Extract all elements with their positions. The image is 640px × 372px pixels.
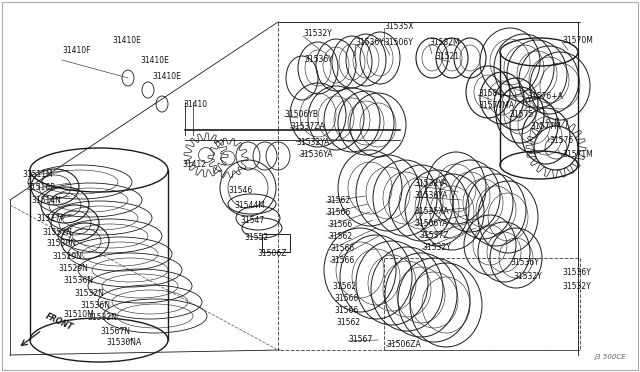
Text: 31510M: 31510M bbox=[63, 310, 93, 319]
Text: 31511M: 31511M bbox=[22, 170, 52, 179]
Text: 31544M: 31544M bbox=[234, 201, 265, 210]
Text: 31410E: 31410E bbox=[140, 56, 169, 65]
Text: 31532Y: 31532Y bbox=[303, 29, 332, 38]
Text: 31529N: 31529N bbox=[52, 252, 82, 261]
Text: 31562: 31562 bbox=[326, 196, 350, 205]
Text: 31530N: 31530N bbox=[46, 239, 76, 248]
Text: 31571M: 31571M bbox=[562, 150, 593, 159]
Text: 31576: 31576 bbox=[549, 136, 573, 145]
Text: 31514N: 31514N bbox=[31, 196, 61, 205]
Text: 31537ZA: 31537ZA bbox=[290, 122, 324, 131]
Text: 31536YA: 31536YA bbox=[299, 150, 333, 159]
Text: 31529N: 31529N bbox=[58, 264, 88, 273]
Text: 31566: 31566 bbox=[334, 294, 358, 303]
Text: 31582M: 31582M bbox=[429, 38, 460, 47]
Text: 31536N: 31536N bbox=[63, 276, 93, 285]
Text: 31584: 31584 bbox=[478, 89, 502, 98]
Text: 31532N: 31532N bbox=[74, 289, 104, 298]
Bar bbox=[384, 258, 580, 350]
Text: 31536Y: 31536Y bbox=[304, 55, 333, 64]
Text: 31506ZA: 31506ZA bbox=[386, 340, 420, 349]
Bar bbox=[262, 234, 290, 252]
Text: 31506YB: 31506YB bbox=[284, 110, 318, 119]
Text: 31537Z: 31537Z bbox=[419, 231, 449, 240]
Text: 31576+A: 31576+A bbox=[527, 92, 563, 101]
Text: 31506YA: 31506YA bbox=[414, 219, 447, 228]
Text: 31575: 31575 bbox=[509, 110, 533, 119]
Text: 31517P: 31517P bbox=[36, 214, 65, 223]
Text: 31562: 31562 bbox=[332, 282, 356, 291]
Text: 31577M: 31577M bbox=[530, 122, 561, 131]
Text: 31506Z: 31506Z bbox=[257, 249, 287, 258]
Text: 31535X: 31535X bbox=[384, 22, 413, 31]
Text: 31536Y: 31536Y bbox=[355, 38, 384, 47]
Text: 31562: 31562 bbox=[336, 318, 360, 327]
Text: 31412: 31412 bbox=[182, 160, 206, 169]
Text: 31532N: 31532N bbox=[87, 313, 117, 322]
Text: 31516P: 31516P bbox=[26, 183, 55, 192]
Text: 31566: 31566 bbox=[334, 306, 358, 315]
Text: 31552: 31552 bbox=[244, 233, 268, 242]
Text: 31566: 31566 bbox=[330, 244, 355, 253]
Text: J3 500CE: J3 500CE bbox=[595, 354, 626, 360]
Text: 31566: 31566 bbox=[330, 256, 355, 265]
Text: 31410E: 31410E bbox=[112, 36, 141, 45]
Text: 31532YA: 31532YA bbox=[296, 138, 330, 147]
Text: 31577MA: 31577MA bbox=[478, 101, 514, 110]
Text: 31547: 31547 bbox=[240, 216, 264, 225]
Text: 31521: 31521 bbox=[435, 52, 459, 61]
Text: 31536Y: 31536Y bbox=[562, 268, 591, 277]
Text: 31567: 31567 bbox=[348, 335, 372, 344]
Text: 31536YA: 31536YA bbox=[414, 191, 447, 200]
Text: 31532YA: 31532YA bbox=[414, 179, 447, 188]
Text: 31410E: 31410E bbox=[152, 72, 181, 81]
Text: 31536N: 31536N bbox=[80, 301, 110, 310]
Text: 31566: 31566 bbox=[326, 208, 350, 217]
Bar bbox=[278, 22, 578, 350]
Text: 31535XA: 31535XA bbox=[414, 207, 449, 216]
Text: 31546: 31546 bbox=[228, 186, 252, 195]
Text: 31536Y: 31536Y bbox=[510, 258, 539, 267]
Text: 31506Y: 31506Y bbox=[384, 38, 413, 47]
Text: 31552N: 31552N bbox=[42, 228, 72, 237]
Text: 31567N: 31567N bbox=[100, 327, 130, 336]
Text: 31532Y: 31532Y bbox=[513, 272, 541, 281]
Text: 31410F: 31410F bbox=[62, 46, 90, 55]
Text: 31532Y: 31532Y bbox=[562, 282, 591, 291]
Text: 31562: 31562 bbox=[328, 232, 352, 241]
Text: 31530NA: 31530NA bbox=[106, 338, 141, 347]
Text: 31410: 31410 bbox=[183, 100, 207, 109]
Text: 31566: 31566 bbox=[328, 220, 352, 229]
Text: FRONT: FRONT bbox=[44, 312, 74, 332]
Text: 31570M: 31570M bbox=[562, 36, 593, 45]
Text: 31532Y: 31532Y bbox=[422, 243, 451, 252]
